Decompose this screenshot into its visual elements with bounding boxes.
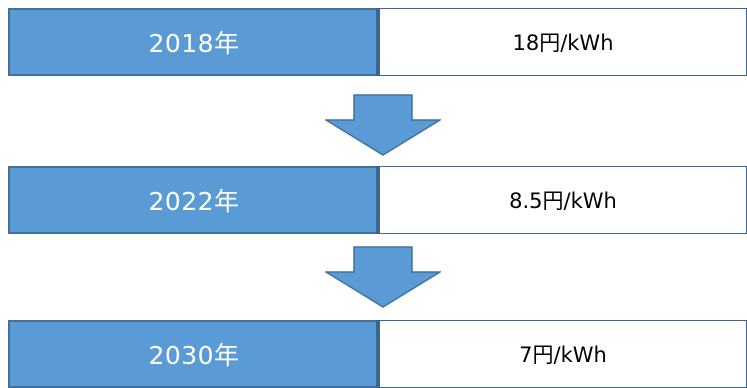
- price-value: 7円/kWh: [380, 320, 747, 388]
- price-value: 18円/kWh: [380, 8, 747, 76]
- price-value: 8.5円/kWh: [380, 166, 747, 234]
- year-label: 2018年: [8, 8, 380, 76]
- year-label: 2030年: [8, 320, 380, 388]
- year-label: 2022年: [8, 166, 380, 234]
- timeline-row-2030: 2030年 7円/kWh: [8, 320, 747, 388]
- timeline-row-2018: 2018年 18円/kWh: [8, 8, 747, 76]
- down-arrow-icon: [325, 94, 441, 156]
- timeline-row-2022: 2022年 8.5円/kWh: [8, 166, 747, 234]
- down-arrow-icon: [325, 246, 441, 308]
